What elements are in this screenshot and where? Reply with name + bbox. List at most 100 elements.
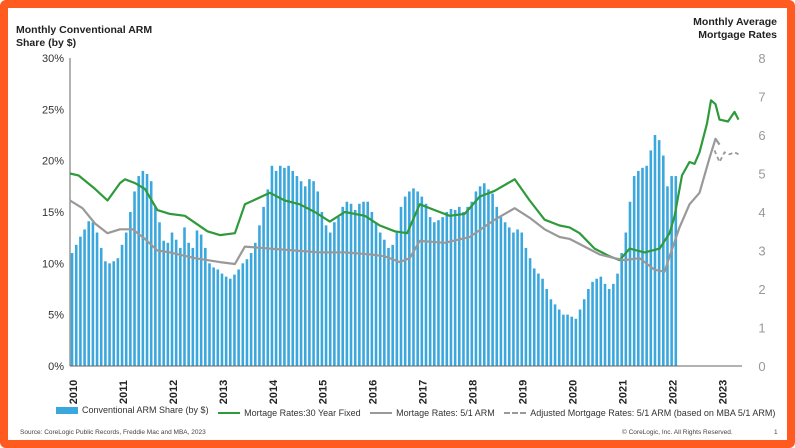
arm-share-bar (632, 176, 636, 366)
arm-share-bar (449, 208, 453, 366)
arm-share-bar (507, 227, 511, 366)
arm-share-bar (582, 299, 586, 366)
arm-share-bar (149, 181, 153, 366)
left-tick-label: 20% (42, 156, 64, 168)
arm-share-bar (145, 174, 149, 366)
right-tick-label: 8 (758, 51, 765, 66)
arm-share-bar (574, 318, 578, 366)
arm-share-bar (262, 206, 265, 366)
x-tick-label: 2011 (118, 380, 130, 404)
arm-share-bar (204, 247, 207, 366)
arm-share-bar (674, 176, 678, 366)
arm-share-bar (183, 227, 186, 366)
arm-share-bar (141, 170, 145, 366)
arm-share-bar (599, 276, 603, 366)
x-tick-label: 2017 (418, 380, 430, 404)
arm-share-bar (353, 209, 357, 366)
arm-share-bar (403, 196, 407, 366)
legend-swatch-line (370, 411, 393, 414)
legend-item-51arm: Mortage Rates: 5/1 ARM (370, 408, 495, 418)
arm-share-bar (453, 209, 457, 366)
arm-share-bar (70, 253, 74, 366)
arm-share-bar (287, 165, 290, 366)
arm-share-bar (349, 203, 353, 366)
arm-share-bar (437, 220, 440, 366)
arm-share-bar (541, 278, 544, 366)
arm-share-bar (387, 247, 390, 366)
arm-share-bar (445, 212, 449, 366)
arm-share-bar (562, 314, 565, 366)
arm-share-bar (299, 181, 303, 366)
arm-share-bar (266, 189, 270, 366)
arm-share-bar (516, 229, 519, 366)
arm-share-bar (657, 140, 661, 366)
arm-51-rate-line (69, 137, 721, 273)
legend-label: Mortage Rates: 5/1 ARM (396, 407, 495, 418)
arm-share-bar (528, 258, 532, 366)
arm-share-bar (553, 304, 557, 366)
arm-share-bar (587, 289, 590, 366)
arm-share-bar (116, 258, 120, 366)
arm-share-bar (245, 259, 249, 366)
arm-share-bar (666, 186, 669, 366)
arm-share-bar (466, 206, 469, 366)
arm-share-bar (532, 268, 536, 366)
arm-share-bar (170, 232, 174, 366)
arm-share-bar (274, 170, 278, 366)
arm-share-bar (478, 186, 482, 366)
arm-share-bar (603, 283, 607, 366)
arm-share-bar (99, 247, 103, 366)
arm-share-bar (578, 309, 582, 366)
x-tick-label: 2020 (568, 380, 580, 404)
arm-share-bar (412, 188, 415, 366)
arm-share-bar (495, 206, 499, 366)
arm-share-bar (462, 212, 465, 366)
arm-share-bar (408, 191, 411, 366)
arm-share-bar (424, 203, 428, 366)
arm-share-bar (158, 222, 161, 366)
right-axis-title: Monthly Average Mortgage Rates (693, 16, 777, 41)
left-tick-label: 5% (48, 310, 64, 322)
page-number: 1 (774, 429, 778, 436)
arm-share-bar (295, 176, 299, 366)
legend-label: Conventional ARM Share (by $) (82, 405, 209, 415)
x-tick-label: 2015 (318, 380, 330, 404)
arm-share-bar (308, 179, 311, 366)
arm-share-bar (416, 191, 419, 366)
arm-share-bar (191, 247, 195, 366)
arm-share-bar (512, 232, 515, 366)
arm-share-bar (616, 273, 619, 366)
x-tick-label: 2014 (268, 379, 280, 404)
left-tick-label: 0% (48, 361, 64, 373)
arm-share-bar (383, 239, 386, 366)
arm-share-bar (237, 269, 240, 366)
left-tick-label: 30% (42, 53, 64, 65)
arm-share-bar (637, 170, 640, 366)
right-tick-label: 6 (758, 128, 765, 143)
fixed-30yr-rate-line (69, 99, 740, 262)
arm-share-bar (428, 217, 432, 366)
arm-share-bar (133, 191, 136, 366)
arm-share-bar (95, 232, 99, 366)
arm-share-bar (362, 201, 365, 366)
arm-share-bar (645, 165, 648, 366)
arm-share-bar (162, 240, 165, 366)
arm-share-bar (233, 274, 236, 366)
x-tick-label: 2018 (468, 380, 480, 404)
arm-share-bar (328, 232, 332, 366)
arm-share-bar (549, 299, 553, 366)
arm-share-bar (612, 283, 615, 366)
arm-share-bar (333, 222, 336, 366)
legend-swatch-line (218, 411, 241, 414)
arm-share-bar (87, 221, 91, 366)
x-tick-label: 2022 (667, 380, 679, 404)
arm-share-bar (278, 165, 282, 366)
x-tick-label: 2016 (368, 380, 380, 404)
arm-share-bar (337, 217, 340, 366)
legend-item-adjusted-51arm: Adjusted Mortgage Rates: 5/1 ARM (based … (504, 408, 775, 418)
arm-share-bar (662, 155, 665, 366)
arm-share-bar (303, 186, 307, 366)
arm-share-bar (270, 165, 274, 366)
arm-share-bar (595, 278, 598, 366)
